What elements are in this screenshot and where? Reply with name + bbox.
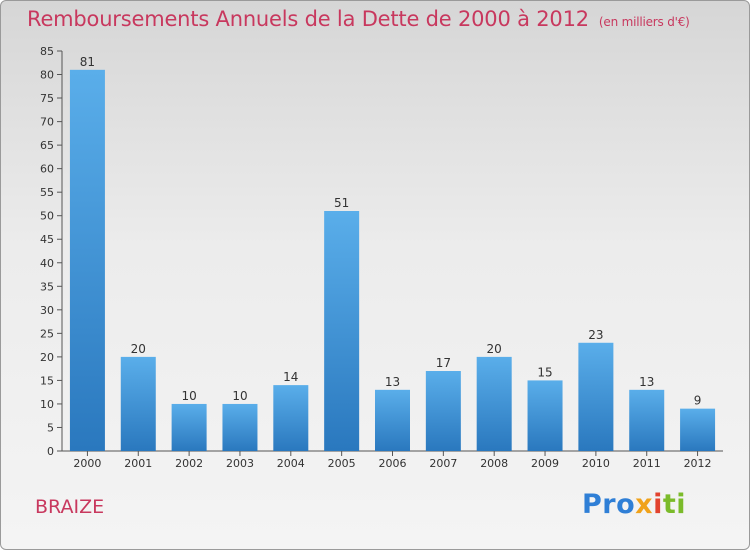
x-tick-label-2007: 2007 — [429, 457, 457, 470]
x-tick-label-2012: 2012 — [684, 457, 712, 470]
logo-part-2: x — [635, 489, 654, 520]
chart-title: Remboursements Annuels de la Dette de 20… — [27, 7, 690, 31]
logo-part-4: ti — [662, 489, 687, 520]
y-tick-label: 85 — [40, 45, 54, 58]
y-tick-label: 30 — [40, 304, 54, 317]
value-label-2011: 13 — [639, 375, 654, 389]
y-tick-label: 60 — [40, 163, 54, 176]
value-label-2004: 14 — [283, 370, 298, 384]
x-tick-label-2009: 2009 — [531, 457, 559, 470]
bar-2003 — [222, 403, 258, 451]
value-label-2010: 23 — [588, 328, 603, 342]
bar-2007 — [425, 371, 461, 451]
bar-2000 — [69, 69, 105, 451]
chart-title-text: Remboursements Annuels de la Dette de 20… — [27, 7, 589, 31]
y-tick-label: 55 — [40, 186, 54, 199]
value-label-2009: 15 — [537, 365, 552, 379]
value-label-2012: 9 — [694, 394, 702, 408]
commune-name: BRAIZE — [35, 496, 105, 518]
y-tick-label: 20 — [40, 351, 54, 364]
y-tick-label: 15 — [40, 374, 54, 387]
value-label-2000: 81 — [80, 55, 95, 69]
y-tick-label: 5 — [47, 421, 54, 434]
bar-2010 — [578, 342, 614, 451]
y-tick-label: 45 — [40, 233, 54, 246]
logo-part-1: Pro — [582, 489, 636, 520]
bar-2001 — [120, 356, 156, 451]
value-label-2006: 13 — [385, 375, 400, 389]
y-tick-label: 50 — [40, 210, 54, 223]
y-tick-label: 65 — [40, 139, 54, 152]
x-tick-label-2010: 2010 — [582, 457, 610, 470]
logo-part-3: i — [653, 489, 663, 520]
value-label-2005: 51 — [334, 196, 349, 210]
proxiti-logo: Proxiti — [582, 489, 686, 520]
bar-2011 — [629, 389, 665, 451]
x-tick-label-2011: 2011 — [633, 457, 661, 470]
bar-2006 — [375, 389, 410, 451]
y-tick-label: 40 — [40, 257, 54, 270]
bar-2002 — [171, 403, 207, 451]
value-label-2002: 10 — [181, 389, 196, 403]
y-tick-label: 0 — [47, 445, 54, 458]
x-tick-label-2005: 2005 — [328, 457, 356, 470]
bar-2009 — [527, 380, 563, 451]
y-tick-label: 25 — [40, 327, 54, 340]
y-tick-label: 35 — [40, 280, 54, 293]
x-tick-label-2000: 2000 — [73, 457, 101, 470]
y-tick-label: 80 — [40, 69, 54, 82]
x-tick-label-2003: 2003 — [226, 457, 254, 470]
bar-2012 — [680, 408, 716, 451]
x-tick-label-2008: 2008 — [480, 457, 508, 470]
bar-2008 — [476, 356, 512, 451]
value-label-2007: 17 — [436, 356, 451, 370]
bar-2005 — [324, 211, 360, 451]
bar-2004 — [273, 385, 309, 451]
y-tick-label: 70 — [40, 116, 54, 129]
y-tick-label: 75 — [40, 92, 54, 105]
x-tick-label-2001: 2001 — [124, 457, 152, 470]
x-tick-label-2004: 2004 — [277, 457, 305, 470]
value-label-2003: 10 — [232, 389, 247, 403]
value-label-2001: 20 — [131, 342, 146, 356]
x-tick-label-2002: 2002 — [175, 457, 203, 470]
chart-subtitle: (en milliers d'€) — [598, 15, 690, 29]
value-label-2008: 20 — [487, 342, 502, 356]
x-tick-label-2006: 2006 — [379, 457, 407, 470]
y-tick-label: 10 — [40, 398, 54, 411]
